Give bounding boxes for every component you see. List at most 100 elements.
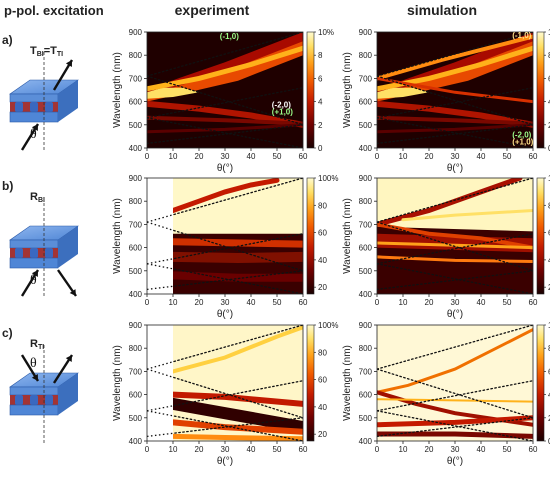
colorbar-tick-label: 0 [318, 144, 323, 153]
dotted-line [377, 178, 533, 223]
colorbar-tick-label: 0 [548, 144, 550, 153]
x-tick-label: 0 [145, 152, 150, 161]
chart-panel-a-sim: 0 10 20 30 40 50 60400500600700800900θ(°)Wavel… [342, 28, 550, 174]
y-tick-label: 600 [129, 244, 143, 253]
dotted-line [147, 410, 303, 441]
arrow-head [31, 374, 38, 381]
colorbar-tick-label: 100% [318, 321, 338, 330]
x-tick-label: 20 [425, 445, 434, 454]
angle-symbol: θ [30, 356, 37, 371]
x-tick-label: 60 [299, 298, 308, 307]
dotted-line [147, 32, 303, 77]
y-axis-label: Wavelength (nm) [342, 345, 353, 421]
x-tick-label: 0 [375, 298, 380, 307]
map-band [147, 100, 303, 128]
map-region [147, 87, 199, 99]
dotted-line [377, 368, 533, 419]
grating-ridge [30, 102, 38, 112]
colorbar-tick-label: 10% [318, 28, 334, 37]
chart-panel-c-sim: 0 10 20 30 40 50 60400500600700800900θ(°)Wavel… [342, 321, 550, 467]
grating-ridge [45, 102, 53, 112]
row-label: c) [2, 326, 13, 340]
x-tick-label: 0 [145, 298, 150, 307]
substrate [9, 404, 59, 416]
slab-side [58, 373, 78, 415]
map-band [147, 123, 303, 134]
y-tick-label: 800 [129, 197, 143, 206]
colorbar-tick-label: 40 [548, 256, 550, 265]
colorbar [536, 31, 545, 149]
arrow-head [65, 60, 72, 67]
slab-layer [9, 386, 59, 396]
map-band [377, 100, 533, 128]
colorbar-tick-label: 0 [548, 437, 550, 446]
dotted-line [147, 233, 303, 265]
colorbar [306, 31, 315, 149]
x-axis-label: θ(°) [447, 163, 463, 174]
header-experiment: experiment [175, 2, 250, 18]
y-tick-label: 700 [129, 367, 143, 376]
colorbar-tick-label: 100% [318, 174, 338, 183]
chart-panel-a-exp: 0 10 20 30 40 50 60400500600700800900θ(°)Wavel… [112, 28, 334, 174]
x-tick-label: 0 [375, 445, 380, 454]
slab-side [58, 80, 78, 122]
chart-panel-b-sim: 0 10 20 30 40 50 60 400 500 600 700 800 900 θ(°) Wavel… [342, 174, 550, 320]
colorbar-tick-label: 20 [318, 283, 327, 292]
schematic-c: c) RTI θ [2, 326, 79, 443]
dotted-line [377, 325, 533, 370]
colorbar-tick-label: 60 [318, 229, 327, 238]
x-tick-label: 40 [477, 298, 486, 307]
y-tick-label: 600 [359, 98, 373, 107]
colorbar-tick-label: 80 [548, 201, 550, 210]
map-band [377, 255, 533, 263]
y-tick-label: 400 [129, 437, 143, 446]
x-tick-label: 50 [273, 152, 282, 161]
dotted-line [377, 117, 533, 148]
colorbar-tick-label: 100% [548, 321, 550, 330]
x-tick-label: 50 [503, 445, 512, 454]
colorbar-tick-label: 8 [318, 51, 323, 60]
y-tick-label: 500 [359, 267, 373, 276]
chart-panel-c-exp: 0 10 20 30 40 50 60 400 500 600 700 800 900 θ(°) Wavel… [112, 321, 338, 467]
colorbar-tick-label: 8 [548, 51, 550, 60]
y-tick-label: 400 [359, 437, 373, 446]
row-label: a) [2, 33, 13, 47]
arrow-head [69, 289, 76, 296]
dotted-line [147, 87, 303, 119]
colorbar-tick-label: 60 [548, 229, 550, 238]
y-tick-label: 600 [359, 244, 373, 253]
x-tick-label: 10 [399, 298, 408, 307]
colorbar-tick-label: 20 [548, 283, 550, 292]
measure-title: RTI [30, 338, 44, 351]
map-band [377, 328, 533, 394]
heatmap-area [377, 32, 533, 148]
x-tick-label: 40 [247, 298, 256, 307]
colorbar-tick-label: 20 [318, 430, 327, 439]
x-tick-label: 20 [195, 152, 204, 161]
measure-title: TBI=TTI [30, 45, 63, 58]
y-tick-label: 700 [129, 74, 143, 83]
colorbar-tick-label: 10% [548, 28, 550, 37]
dotted-line [147, 368, 303, 419]
x-tick-label: 20 [425, 152, 434, 161]
map-band [377, 123, 533, 134]
slab-side [58, 226, 78, 268]
x-tick-label: 60 [299, 152, 308, 161]
map-band [377, 415, 533, 428]
y-tick-label: 900 [129, 174, 143, 183]
y-tick-label: 600 [129, 391, 143, 400]
colorbar-tick-label: 4 [318, 98, 323, 107]
arrow-head [31, 124, 38, 131]
order-annotation: (-2,0) [272, 100, 291, 109]
slab-layer [9, 93, 59, 103]
x-tick-label: 40 [477, 152, 486, 161]
colorbar-tick-label: 40 [318, 403, 327, 412]
map-band [170, 178, 280, 213]
header-simulation: simulation [407, 2, 477, 18]
map-band [147, 45, 303, 92]
map-band [377, 34, 533, 81]
schematic-b: b) RBI θ [2, 179, 79, 297]
order-annotation: (+1,0) [272, 107, 293, 116]
x-tick-label: 60 [529, 152, 538, 161]
y-tick-label: 900 [129, 28, 143, 37]
